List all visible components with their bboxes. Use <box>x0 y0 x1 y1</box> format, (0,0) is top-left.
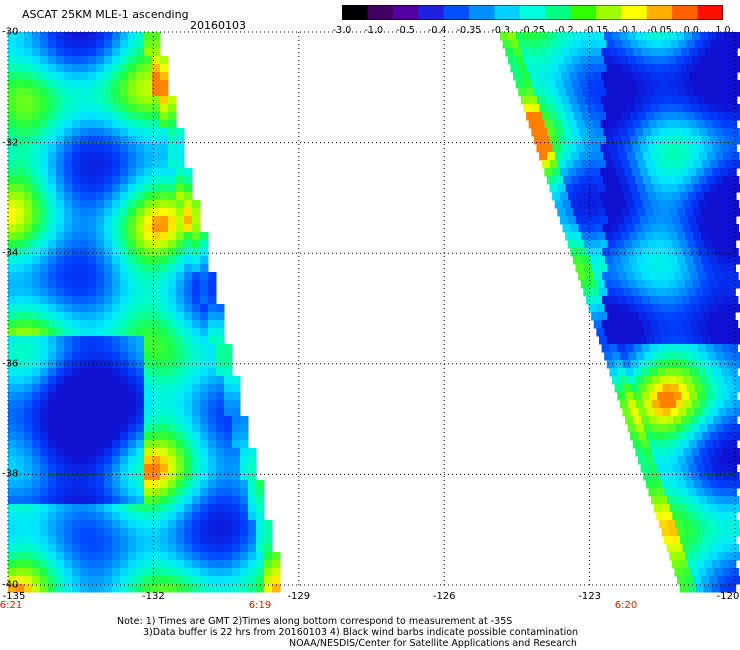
swath-time-left-end: 6:19 <box>248 600 272 611</box>
colorbar-segment <box>621 5 648 20</box>
swath-left <box>8 32 281 593</box>
lat-label: -34 <box>2 247 19 259</box>
colorbar-label: -0.25 <box>520 25 545 36</box>
lon-label: -135 <box>2 591 26 602</box>
colorbar-label: -0.2 <box>554 25 574 36</box>
colorbar-label: -0.4 <box>427 25 447 36</box>
lat-label: -38 <box>2 468 19 480</box>
lat-label: -40 <box>2 579 19 591</box>
colorbar-label: 1.0 <box>715 25 731 36</box>
note-line-3: NOAA/NESDIS/Center for Satellite Applica… <box>289 638 577 649</box>
colorbar-segment <box>443 5 470 20</box>
colorbar-segment <box>392 5 419 20</box>
colorbar-label: 0.0 <box>683 25 699 36</box>
lat-label: -36 <box>2 358 19 370</box>
lon-label: -129 <box>287 591 311 602</box>
lon-label: -132 <box>142 591 165 602</box>
colorbar-label: -0.5 <box>396 25 415 36</box>
colorbar-segment <box>672 5 699 20</box>
colorbar-label: -0.35 <box>456 25 482 36</box>
lon-label: -120 <box>716 591 740 602</box>
colorbar <box>342 5 723 20</box>
colorbar-label: -0.15 <box>583 25 609 36</box>
colorbar-segment <box>545 5 572 20</box>
colorbar-label: -1.0 <box>364 25 384 36</box>
colorbar-segment <box>418 5 445 20</box>
colorbar-segment <box>596 5 622 20</box>
colorbar-segment <box>469 5 495 20</box>
colorbar-label: -0.1 <box>618 25 638 36</box>
colorbar-label: -0.3 <box>491 25 511 36</box>
map-plot <box>7 31 740 593</box>
map-date: 20160103 <box>190 19 246 32</box>
colorbar-segment <box>646 5 673 20</box>
swath-right <box>500 32 740 593</box>
lat-label: -30 <box>2 26 19 38</box>
colorbar-segment <box>342 5 368 20</box>
swath-time-right: 6:20 <box>614 600 638 611</box>
note-line-1: Note: 1) Times are GMT 2)Times along bot… <box>117 616 513 627</box>
swath-time-left: 6:21 <box>0 600 23 611</box>
lat-label: -32 <box>2 137 19 149</box>
colorbar-segment <box>367 5 394 20</box>
colorbar-label: -0.05 <box>647 25 672 36</box>
colorbar-label: -3.0 <box>332 25 352 36</box>
lon-label: -123 <box>578 591 601 602</box>
map-title: ASCAT 25KM MLE-1 ascending <box>22 8 189 21</box>
grid-lines <box>7 31 736 586</box>
colorbar-segment <box>570 5 597 20</box>
colorbar-segment <box>519 5 546 20</box>
note-line-2: 3)Data buffer is 22 hrs from 20160103 4)… <box>143 627 579 638</box>
colorbar-segment <box>697 5 723 20</box>
colorbar-segment <box>494 5 521 20</box>
lon-label: -126 <box>432 591 456 602</box>
